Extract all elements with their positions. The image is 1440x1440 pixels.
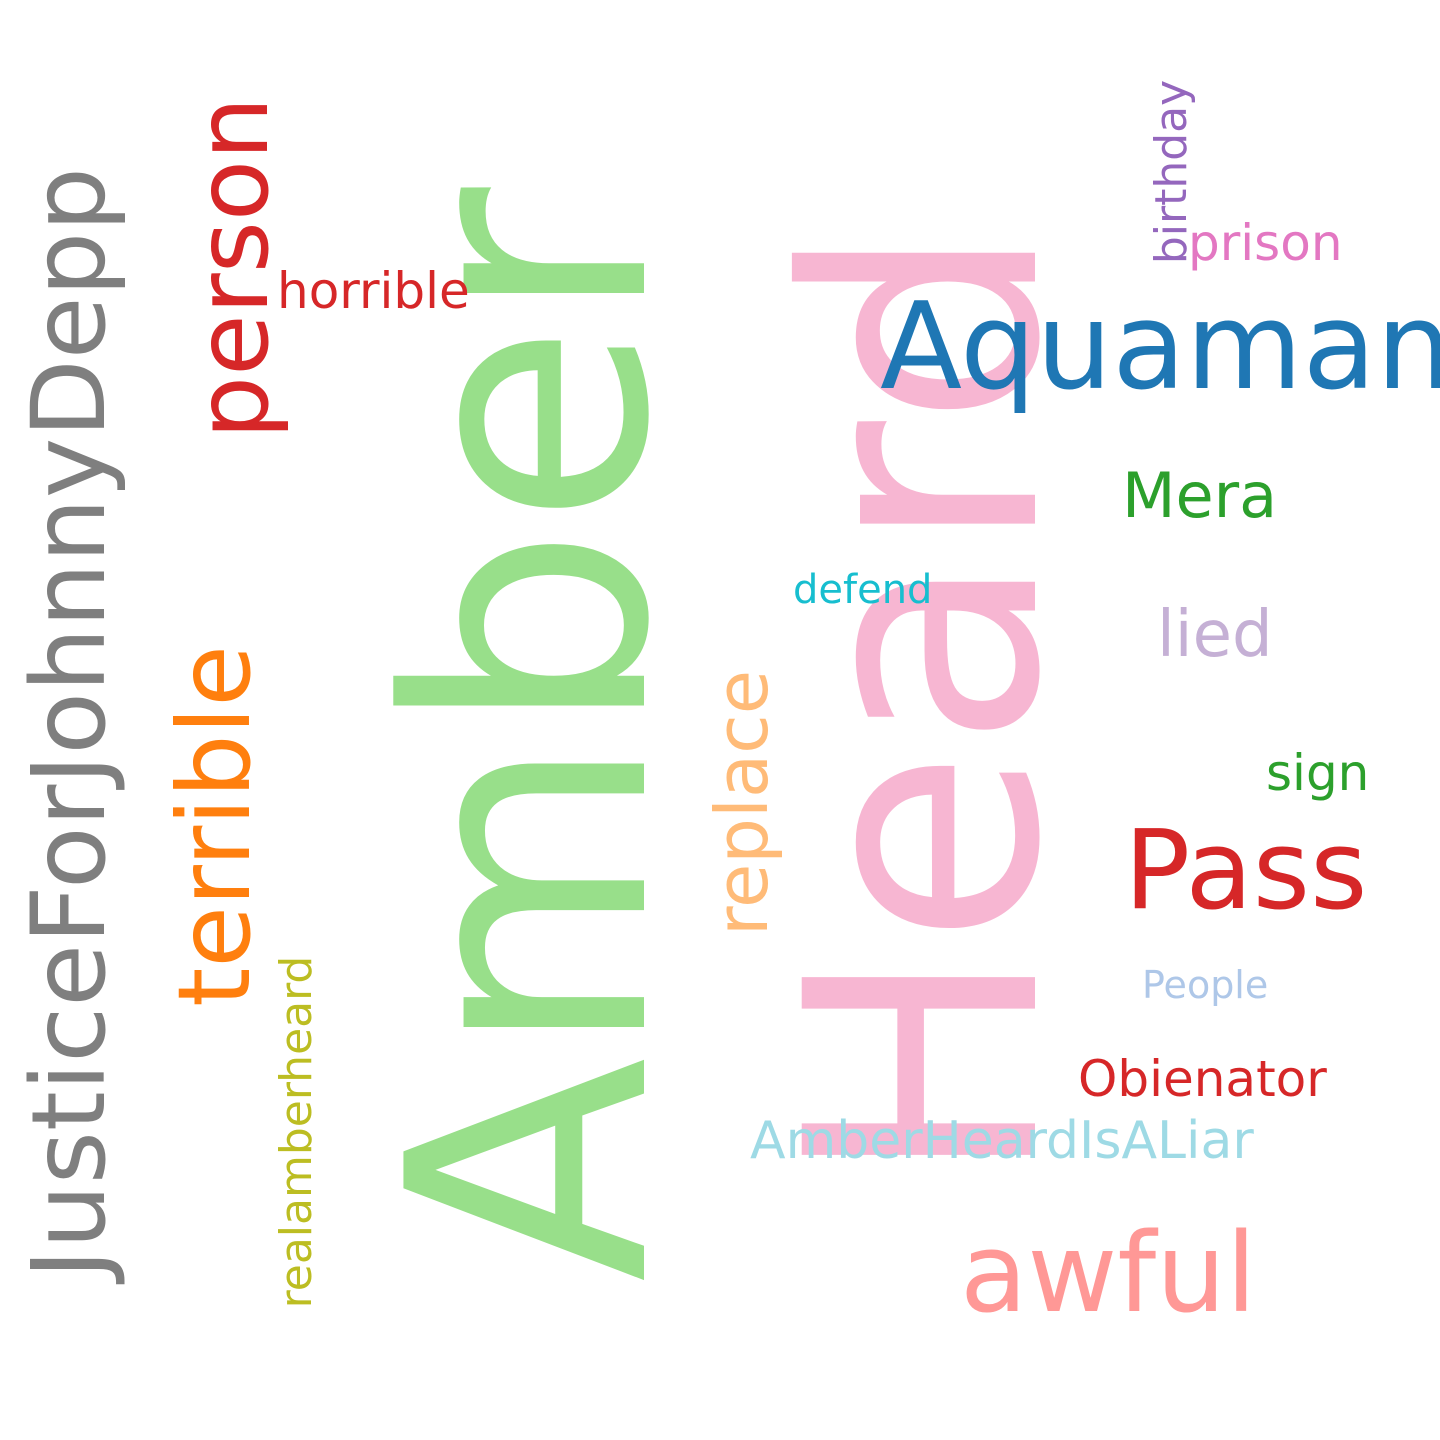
word-justicefordepp: JusticeForJohnnyDepp: [10, 167, 129, 1279]
word-people: People: [1142, 963, 1269, 1007]
word-person: person: [174, 96, 291, 440]
word-sign: sign: [1266, 744, 1370, 802]
word-awful: awful: [960, 1209, 1257, 1337]
word-horrible: horrible: [277, 262, 470, 320]
word-pass: Pass: [1124, 806, 1368, 934]
word-prison: prison: [1188, 214, 1343, 272]
word-mera: Mera: [1122, 459, 1278, 532]
word-lied: lied: [1157, 598, 1273, 672]
word-terrible: terrible: [156, 645, 273, 1007]
word-defend: defend: [793, 567, 933, 613]
word-amber: Amber: [338, 187, 722, 1283]
word-aquaman: Aquaman: [880, 278, 1440, 417]
word-obienator: Obienator: [1078, 1050, 1327, 1108]
word-realamberheard: realamberheard: [271, 955, 322, 1309]
word-amberheardisaliar: AmberHeardIsALiar: [750, 1111, 1254, 1171]
word-replace: replace: [700, 669, 784, 937]
